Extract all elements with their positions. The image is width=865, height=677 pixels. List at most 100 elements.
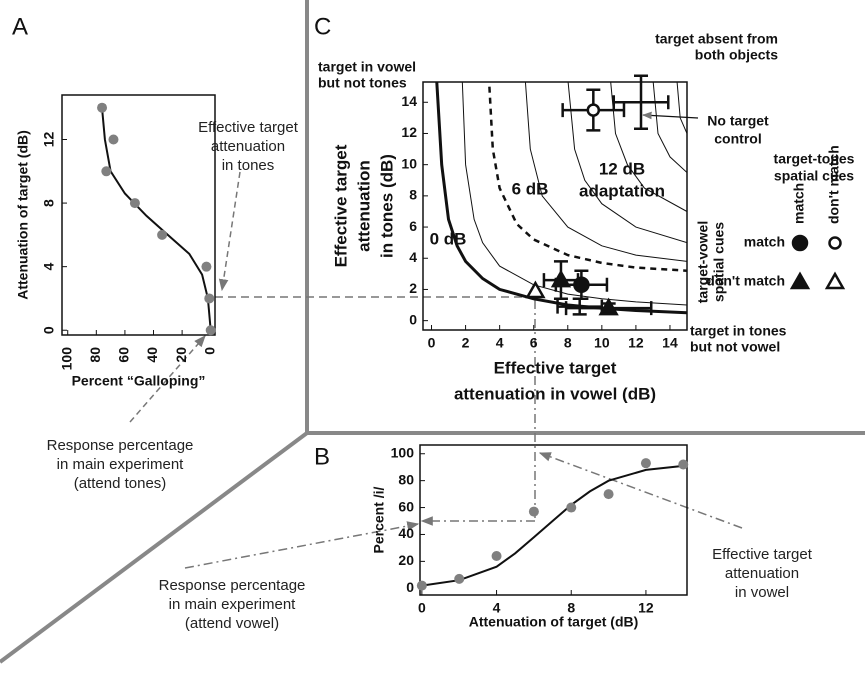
x-tick-label: 0 [418, 600, 426, 616]
y-tick-label: 12 [41, 132, 57, 148]
corner-label: target in tones [690, 323, 787, 339]
data-point [101, 166, 112, 177]
x-axis-label: Percent “Galloping” [72, 373, 206, 389]
contour-label: 0 dB [430, 229, 467, 248]
legend-title: target-vowel [695, 221, 711, 303]
y-tick-label: 0 [406, 579, 414, 595]
legend-title: spatial cues [774, 168, 854, 184]
data-point [416, 580, 427, 591]
annotation: Effective target [198, 119, 299, 136]
contour-line [676, 82, 687, 134]
legend-title: target-tones [774, 151, 855, 167]
x-tick-label: 0 [201, 347, 217, 355]
contour-line [567, 82, 687, 244]
panel-label: B [314, 443, 330, 470]
data-point [129, 198, 140, 209]
data-point [640, 458, 651, 469]
x-tick-label: 4 [493, 600, 501, 616]
y-axis-label: attenuation [354, 160, 373, 252]
corner-label: target in vowel [318, 59, 416, 75]
corner-label: target absent from [655, 31, 778, 47]
contour-line [524, 82, 687, 262]
y-axis-label: Percent /i/ [371, 486, 387, 553]
y-error-bar [634, 74, 649, 131]
y-axis-label: in tones (dB) [377, 154, 396, 258]
fit-line [101, 107, 212, 331]
data-point [204, 293, 215, 304]
x-tick-label: 60 [116, 347, 132, 363]
y-tick-label: 14 [401, 93, 417, 109]
corner-label: both objects [695, 47, 778, 63]
legend-row: don't match [706, 273, 785, 289]
annotation: (attend vowel) [185, 615, 279, 632]
legend-col: don't match [826, 145, 842, 224]
corner-label: but not tones [318, 75, 407, 91]
annotation: attenuation [211, 138, 285, 155]
legend-row: match [744, 234, 785, 250]
control-label: No target [707, 113, 769, 129]
x-axis-label: Effective target [494, 358, 617, 377]
data-point [525, 280, 546, 299]
y-tick-label: 0 [409, 311, 417, 327]
y-tick-label: 12 [401, 124, 417, 140]
x-axis-label: Attenuation of target (dB) [469, 614, 639, 630]
contour-label: 6 dB [512, 179, 549, 198]
data-point [566, 502, 577, 513]
x-tick-label: 10 [594, 335, 610, 351]
y-axis-label: Attenuation of target (dB) [15, 130, 31, 300]
plot-frame [419, 444, 688, 596]
legend-col: match [791, 183, 807, 224]
contour-line [610, 82, 687, 212]
x-tick-label: 80 [87, 347, 103, 363]
data-point [603, 489, 614, 500]
x-tick-label: 4 [496, 335, 504, 351]
data-point [454, 573, 465, 584]
y-tick-label: 4 [409, 249, 417, 265]
control-label: control [714, 131, 761, 147]
y-tick-label: 8 [41, 199, 57, 207]
x-tick-label: 0 [428, 335, 436, 351]
y-axis-label: Effective target [331, 144, 350, 267]
plot-frame [61, 94, 216, 336]
x-tick-label: 12 [628, 335, 644, 351]
y-tick-label: 4 [41, 263, 57, 271]
contour-line [461, 82, 687, 306]
x-tick-label: 14 [662, 335, 678, 351]
annotation: in tones [222, 157, 275, 174]
x-tick-label: 6 [530, 335, 538, 351]
data-point [550, 269, 572, 288]
y-tick-label: 80 [398, 471, 414, 487]
annotation: in main experiment [169, 596, 297, 613]
y-tick-label: 40 [398, 525, 414, 541]
contour-label: 12 dB [599, 159, 645, 178]
contour-label: adaptation [579, 181, 665, 200]
contour-line [652, 82, 687, 173]
annotation: Response percentage [47, 437, 194, 454]
annotation: (attend tones) [74, 475, 167, 492]
legend-symbol [791, 234, 809, 252]
panel-label: C [314, 13, 331, 40]
data-point [528, 506, 539, 517]
legend-symbol [828, 236, 842, 250]
x-tick-label: 8 [567, 600, 575, 616]
y-tick-label: 2 [409, 280, 417, 296]
y-error-bar [572, 297, 587, 316]
x-tick-label: 2 [462, 335, 470, 351]
fit-line [421, 464, 684, 587]
data-point [97, 102, 108, 113]
legend-symbol [824, 271, 846, 290]
x-tick-label: 12 [638, 600, 654, 616]
y-tick-label: 10 [401, 155, 417, 171]
data-point [491, 550, 502, 561]
data-point [157, 229, 168, 240]
annotation: attenuation [725, 565, 799, 582]
y-tick-label: 60 [398, 498, 414, 514]
x-axis-label: attenuation in vowel (dB) [454, 384, 656, 403]
annotation: in vowel [735, 584, 789, 601]
x-tick-label: 100 [58, 347, 74, 371]
plot-frame [422, 81, 688, 331]
y-tick-label: 0 [41, 326, 57, 334]
data-point [586, 103, 601, 117]
